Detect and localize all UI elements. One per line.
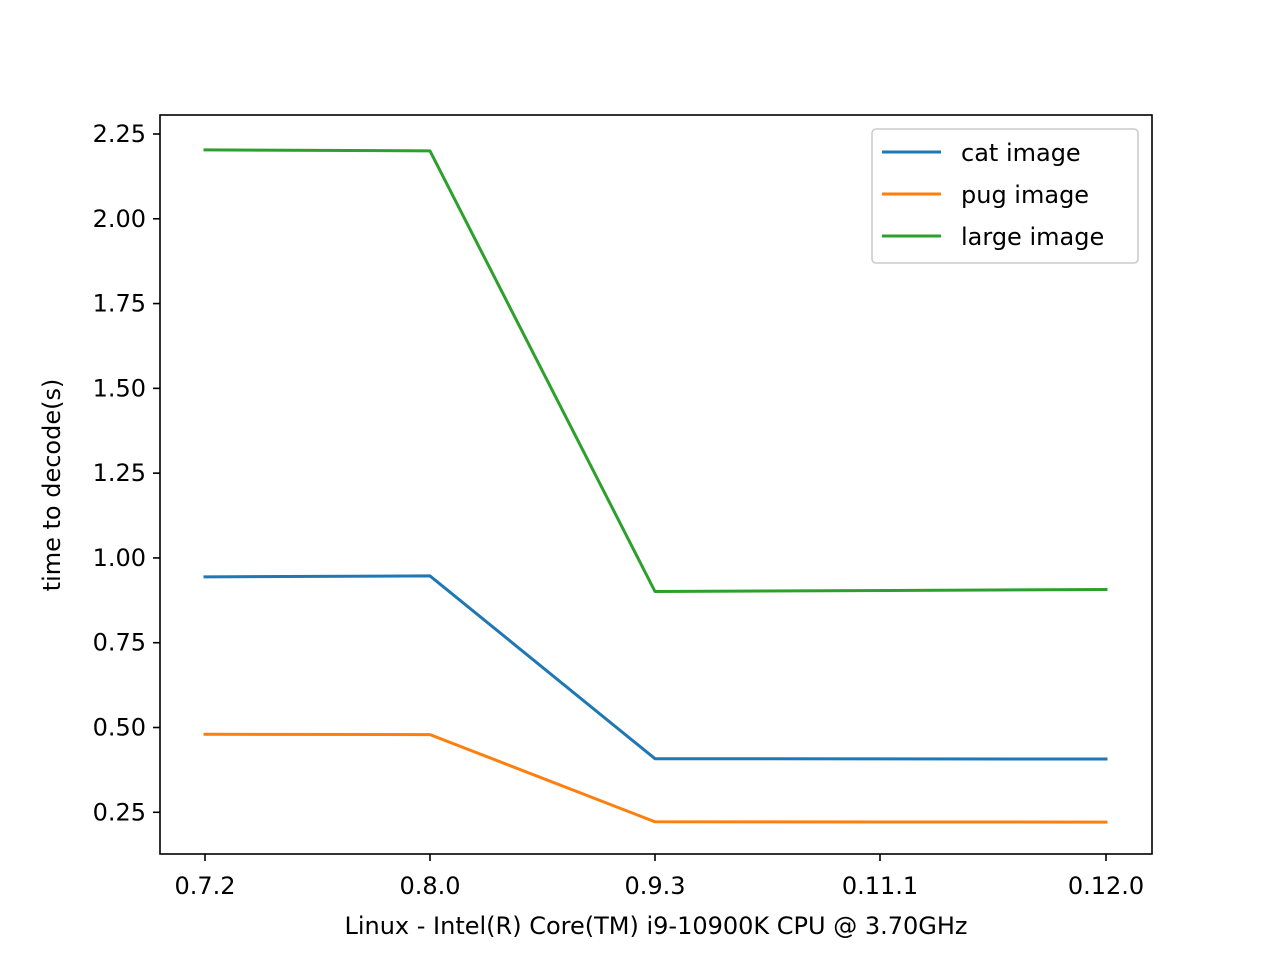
y-tick-label: 0.25 (93, 798, 146, 826)
y-tick-label: 1.75 (93, 290, 146, 318)
legend-box (871, 128, 1139, 264)
y-tick-label: 1.50 (93, 374, 146, 402)
x-tick-label: 0.8.0 (399, 872, 460, 900)
y-tick-label: 2.00 (93, 205, 146, 233)
x-tick-label: 0.9.3 (624, 872, 685, 900)
series-line-large-image (203, 148, 1108, 593)
y-tick-label: 0.50 (93, 713, 146, 741)
y-tick-label: 1.25 (93, 459, 146, 487)
series-line-cat-image (203, 574, 1108, 761)
legend-label-large-image: large image (961, 223, 1104, 251)
x-tick-label: 0.7.2 (174, 872, 235, 900)
y-axis: 0.25 0.50 0.75 1.00 1.25 1.50 1.75 2.00 2.25 (93, 120, 160, 826)
plot-frame (159, 114, 1153, 855)
x-axis: 0.7.2 0.8.0 0.9.3 0.11.1 0.12.0 (174, 854, 1144, 900)
legend-label-cat-image: cat image (961, 139, 1081, 167)
y-tick-label: 1.00 (93, 544, 146, 572)
y-axis-label: time to decode(s) (38, 379, 66, 592)
legend: cat image pug image large image (871, 128, 1139, 264)
series-line-pug-image (203, 732, 1108, 824)
y-tick-label: 0.75 (93, 629, 146, 657)
series-layer (203, 148, 1108, 824)
y-tick-label: 2.25 (93, 120, 146, 148)
x-tick-label: 0.12.0 (1068, 872, 1144, 900)
x-axis-label: Linux - Intel(R) Core(TM) i9-10900K CPU … (344, 912, 967, 940)
x-tick-label: 0.11.1 (842, 872, 918, 900)
legend-label-pug-image: pug image (961, 181, 1089, 209)
